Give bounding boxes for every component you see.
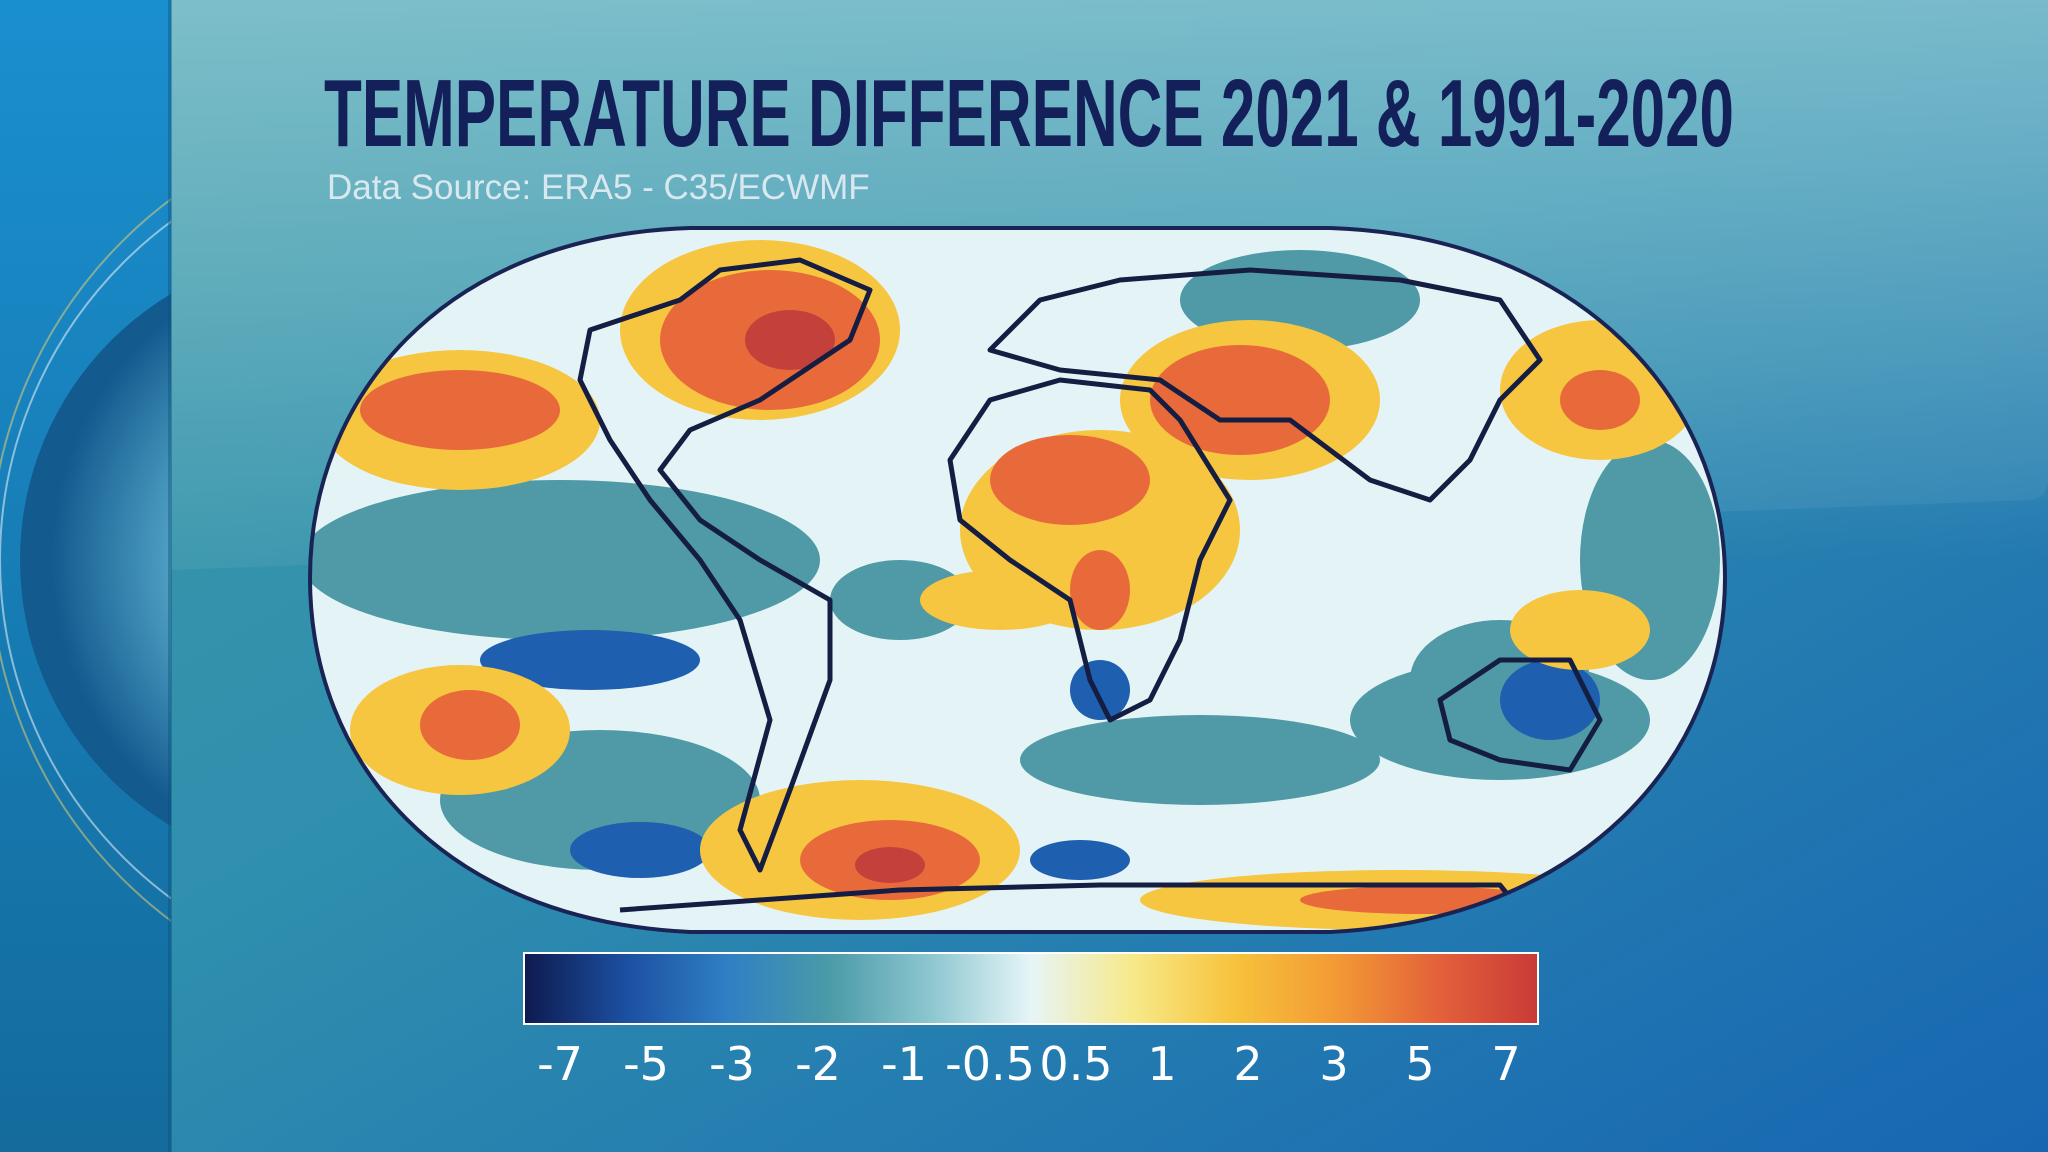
colorbar-tick-label: -2 [795, 1037, 841, 1091]
colorbar-tick-label: 3 [1319, 1037, 1348, 1091]
colorbar-tick-label: -5 [623, 1037, 669, 1091]
colorbar-bar [523, 952, 1539, 1025]
colorbar-tick-label: -3 [709, 1037, 755, 1091]
title: TEMPERATURE DIFFERENCE 2021 & 1991-2020 [324, 60, 1734, 167]
hottest-regions [745, 310, 925, 883]
colorbar-tick-label: 0.5 [1039, 1037, 1112, 1091]
map-border [307, 226, 1728, 934]
colorbar-tick-label: -7 [537, 1037, 583, 1091]
colorbar-tick-label: 2 [1233, 1037, 1262, 1091]
colorbar-tick-label: 1 [1147, 1037, 1176, 1091]
cool-regions [310, 250, 1720, 870]
left-strip [0, 0, 171, 1152]
colorbar-tick-label: -1 [881, 1037, 927, 1091]
colorbar-tick-label: -0.5 [945, 1037, 1035, 1091]
colorbar-tick-label: 7 [1491, 1037, 1520, 1091]
colorbar: -7 -5 -3 -2 -1 -0.5 0.5 1 2 3 5 7 [523, 952, 1539, 1091]
cold-regions [480, 630, 1600, 880]
map [307, 226, 1728, 934]
subtitle: Data Source: ERA5 - C35/ECWMF [327, 168, 870, 207]
globe [20, 293, 171, 827]
colorbar-tick-label: 5 [1405, 1037, 1434, 1091]
